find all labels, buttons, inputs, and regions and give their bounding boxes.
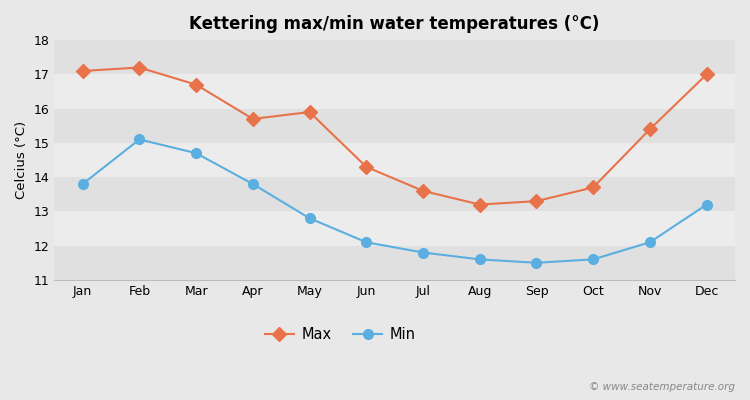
Bar (54, 143, 735, 177)
Bar (54, 40, 735, 74)
Legend: Max, Min: Max, Min (259, 321, 422, 348)
Max (248, 116, 257, 121)
Bar (54, 246, 735, 280)
Min (305, 216, 314, 221)
Min (191, 151, 200, 156)
Text: © www.seatemperature.org: © www.seatemperature.org (589, 382, 735, 392)
Max (646, 127, 655, 132)
Bar (54, 74, 735, 109)
Y-axis label: Celcius (°C): Celcius (°C) (15, 121, 28, 199)
Bar (54, 109, 735, 143)
Min (532, 260, 541, 265)
Line: Min: Min (78, 135, 712, 268)
Max (135, 65, 144, 70)
Bar (54, 177, 735, 212)
Max (419, 188, 428, 193)
Min (362, 240, 370, 245)
Max (702, 72, 711, 77)
Min (589, 257, 598, 262)
Title: Kettering max/min water temperatures (°C): Kettering max/min water temperatures (°C… (190, 15, 600, 33)
Bar (54, 212, 735, 246)
Min (248, 182, 257, 186)
Max (362, 164, 370, 169)
Min (419, 250, 428, 255)
Max (476, 202, 484, 207)
Max (305, 110, 314, 114)
Max (191, 82, 200, 87)
Min (476, 257, 484, 262)
Max (532, 199, 541, 204)
Min (646, 240, 655, 245)
Line: Max: Max (78, 63, 712, 210)
Max (589, 185, 598, 190)
Max (78, 68, 87, 73)
Min (135, 137, 144, 142)
Min (78, 182, 87, 186)
Min (702, 202, 711, 207)
